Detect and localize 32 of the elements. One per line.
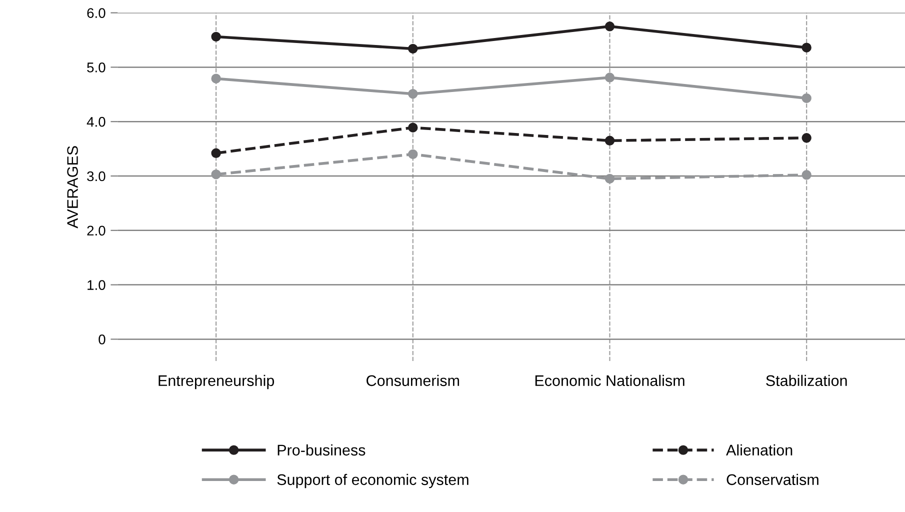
y-tick-label: 3.0 (87, 171, 106, 182)
point (211, 74, 221, 84)
point (211, 148, 221, 158)
point (408, 88, 418, 99)
point (211, 170, 221, 180)
x-tick-label: Consumerism (366, 374, 460, 386)
x-tick-label: Economic Nationalism (535, 374, 684, 386)
point (802, 93, 812, 104)
legend-label: Support of economic system (277, 474, 468, 488)
y-tick-label: 5.0 (87, 62, 106, 72)
point (604, 174, 615, 184)
y-tick-label: 2.0 (87, 226, 106, 236)
point (604, 72, 615, 82)
point (802, 133, 812, 143)
point (408, 44, 418, 54)
y-tick-label: 0 (98, 334, 106, 344)
point (211, 32, 221, 42)
y-tick-label: 6.0 (87, 8, 106, 18)
x-tick-label: Entrepreneurship (158, 374, 274, 390)
y-axis-title: AVERAGES (67, 146, 78, 228)
legend-label: Pro-business (278, 444, 366, 456)
legend-label: Alienation (726, 444, 792, 456)
point (604, 136, 615, 146)
x-tick-label: Stabilization (766, 374, 847, 386)
y-tick-label: 1.0 (88, 280, 106, 290)
y-tick-label: 4.0 (86, 116, 106, 127)
point (408, 122, 418, 132)
point (802, 170, 812, 180)
point (408, 149, 418, 160)
point (604, 22, 615, 32)
legend-label: Conservatism (726, 474, 818, 486)
point (802, 42, 812, 52)
